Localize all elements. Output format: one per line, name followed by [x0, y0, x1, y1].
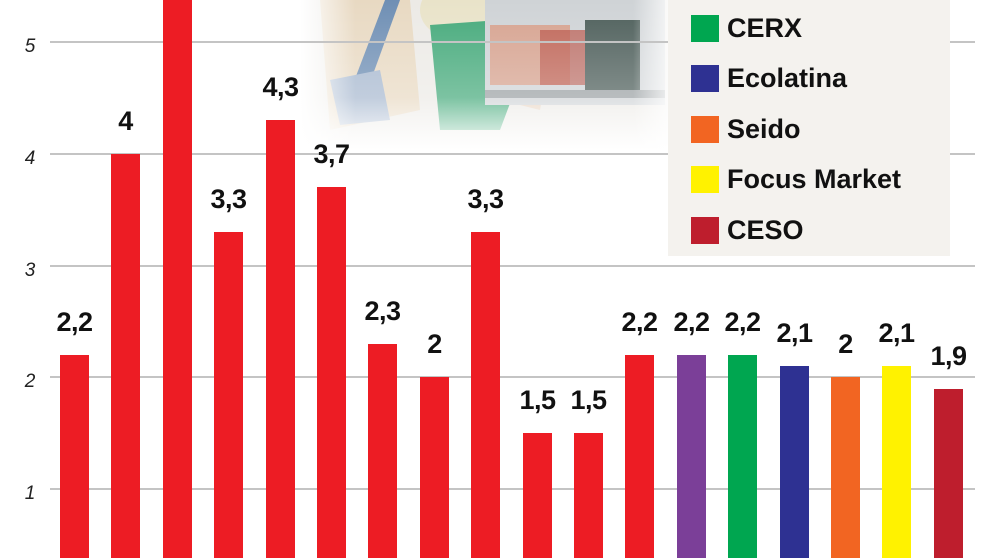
bar-value-label: 2,2 — [673, 307, 710, 337]
legend-label: CESO — [727, 214, 804, 245]
bar-value-label: 2,1 — [776, 318, 813, 348]
bar — [471, 232, 500, 558]
bar — [677, 355, 706, 558]
legend-swatch-icon — [691, 14, 719, 42]
bar — [317, 187, 346, 558]
legend-label: Ecolatina — [727, 63, 848, 93]
bar — [163, 0, 192, 558]
bar-value-label: 1,5 — [570, 385, 607, 415]
y-tick-label: 4 — [24, 148, 36, 169]
supermarket-photo — [300, 0, 670, 150]
bar — [266, 120, 295, 558]
bar-value-label: 1,9 — [930, 341, 967, 371]
bar-value-label: 4 — [118, 106, 133, 136]
y-tick-label: 5 — [24, 36, 36, 57]
bar-value-label: 2,1 — [878, 318, 915, 348]
bar — [625, 355, 654, 558]
bar-value-label: 3,3 — [467, 184, 504, 214]
bar — [214, 232, 243, 558]
y-tick-label: 1 — [24, 483, 36, 504]
bar — [934, 389, 963, 558]
bar — [368, 344, 397, 558]
bar — [882, 366, 911, 558]
y-tick-label: 3 — [24, 260, 36, 281]
legend-swatch-icon — [691, 115, 719, 143]
bar-value-label: 2,2 — [724, 307, 761, 337]
bar-value-label: 2 — [427, 329, 442, 359]
gridline — [50, 153, 975, 155]
bar-value-label: 3,3 — [210, 184, 247, 214]
legend-item: CESO — [691, 215, 804, 245]
gridline — [50, 488, 975, 490]
legend-item: Focus Market — [691, 164, 902, 195]
legend-swatch-icon — [691, 65, 719, 92]
bar-value-label: 2,2 — [56, 307, 93, 337]
bar-value-label: 1,5 — [519, 385, 556, 415]
legend-swatch-icon — [691, 216, 719, 244]
legend-label: Seido — [727, 113, 801, 144]
bar-value-label: 2,3 — [364, 296, 401, 326]
legend-item: Seido — [691, 114, 801, 144]
bar — [60, 355, 89, 558]
gridline — [50, 265, 975, 267]
bar — [780, 366, 809, 558]
legend-label: CERX — [727, 12, 803, 43]
bar-value-label: 2 — [838, 329, 853, 359]
bar — [831, 377, 860, 558]
legend-item: CERX — [691, 13, 802, 43]
bar — [420, 377, 449, 558]
bar-value-label: 4,3 — [262, 72, 299, 102]
legend: CERX Ecolatina Seido Focus Market CESO — [668, 0, 950, 256]
legend-swatch-icon — [691, 166, 719, 193]
bar-value-label: 3,7 — [313, 139, 350, 169]
bar — [111, 154, 140, 558]
y-tick-label: 2 — [24, 371, 36, 392]
bar — [728, 355, 757, 558]
bar — [523, 433, 552, 558]
gridline — [50, 41, 975, 43]
legend-label: Focus Market — [727, 164, 902, 194]
bar — [574, 433, 603, 558]
gridline — [50, 376, 975, 378]
bar-value-label: 2,2 — [621, 307, 658, 337]
legend-item: Ecolatina — [691, 63, 848, 94]
